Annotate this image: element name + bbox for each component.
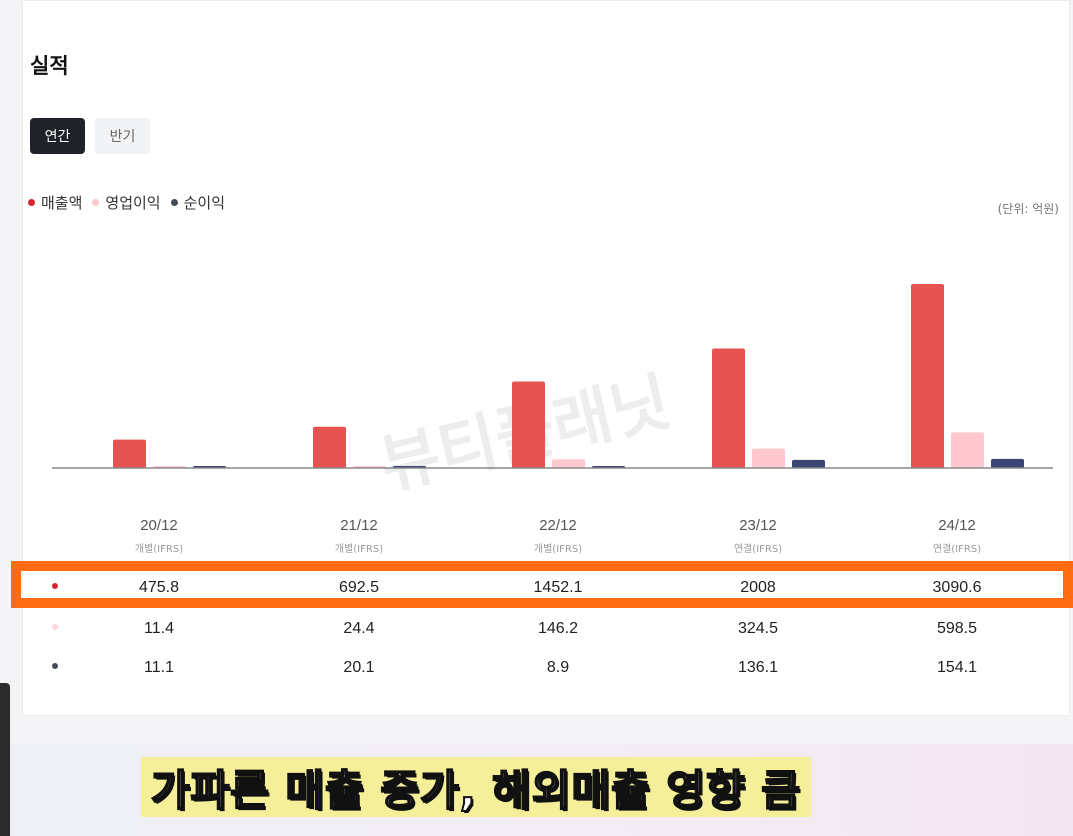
x-tick-sublabel-23-12: 연결(IFRS) bbox=[734, 543, 782, 555]
bar-revenue-21-12 bbox=[313, 426, 346, 468]
x-tick-sublabel-22-12: 개별(IFRS) bbox=[534, 543, 582, 555]
page-title: 실적 bbox=[30, 54, 69, 78]
table-cell-net-income-21-12: 20.1 bbox=[343, 659, 374, 676]
table-cell-revenue-22-12: 1452.1 bbox=[534, 579, 583, 596]
bar-revenue-24-12 bbox=[911, 284, 944, 468]
bar-net-income-23-12 bbox=[792, 459, 825, 468]
tab-half-year[interactable]: 반기 bbox=[95, 118, 150, 154]
chart-legend: 매출액 영업이익 순이익 bbox=[28, 192, 225, 213]
bar-revenue-22-12 bbox=[512, 381, 545, 468]
table-cell-operating-profit-24-12: 598.5 bbox=[937, 620, 977, 637]
table-cell-operating-profit-20-12: 11.4 bbox=[144, 620, 174, 637]
legend-item-revenue[interactable]: 매출액 bbox=[28, 192, 82, 213]
bar-operating-profit-22-12 bbox=[552, 459, 585, 468]
legend-dot-revenue bbox=[28, 199, 35, 206]
bar-net-income-24-12 bbox=[991, 458, 1024, 468]
table-cell-operating-profit-21-12: 24.4 bbox=[343, 620, 374, 637]
table-cell-revenue-20-12: 475.8 bbox=[139, 579, 179, 596]
table-row-dot-operating-profit bbox=[52, 624, 58, 630]
x-tick-label-23-12: 23/12 bbox=[739, 517, 777, 534]
unit-label: (단위: 억원) bbox=[997, 202, 1059, 216]
table-cell-net-income-20-12: 11.1 bbox=[144, 659, 174, 676]
x-tick-label-21-12: 21/12 bbox=[340, 517, 378, 534]
legend-item-net-income[interactable]: 순이익 bbox=[170, 192, 226, 213]
x-tick-sublabel-21-12: 개별(IFRS) bbox=[335, 543, 383, 555]
bar-operating-profit-23-12 bbox=[752, 448, 785, 468]
bar-revenue-23-12 bbox=[712, 348, 745, 468]
x-tick-label-22-12: 22/12 bbox=[539, 517, 577, 534]
legend-label-operating-profit: 영업이익 bbox=[105, 194, 161, 212]
table-cell-revenue-21-12: 692.5 bbox=[339, 579, 379, 596]
legend-label-revenue: 매출액 bbox=[41, 194, 83, 212]
tab-annual[interactable]: 연간 bbox=[30, 118, 85, 154]
table-cell-net-income-24-12: 154.1 bbox=[937, 659, 977, 676]
highlight-box bbox=[11, 561, 1073, 608]
table-cell-operating-profit-22-12: 146.2 bbox=[538, 620, 578, 637]
performance-bar-chart: 뷰티플래닛20/12개별(IFRS)21/12개별(IFRS)22/12개별(I… bbox=[52, 284, 1053, 676]
table-cell-net-income-23-12: 136.1 bbox=[738, 659, 778, 676]
side-scrollbar[interactable] bbox=[0, 683, 10, 836]
x-tick-sublabel-20-12: 개별(IFRS) bbox=[135, 543, 183, 555]
bar-revenue-20-12 bbox=[113, 439, 146, 468]
table-cell-revenue-24-12: 3090.6 bbox=[933, 579, 982, 596]
bar-operating-profit-24-12 bbox=[951, 432, 984, 468]
performance-panel bbox=[22, 0, 1070, 716]
table-row-dot-net-income bbox=[52, 663, 58, 669]
subtitle-caption: 가파른 매출 증가, 해외매출 영향 큼 bbox=[141, 757, 812, 817]
legend-label-net-income: 순이익 bbox=[183, 194, 226, 212]
x-tick-label-20-12: 20/12 bbox=[140, 517, 178, 534]
table-cell-net-income-22-12: 8.9 bbox=[547, 659, 569, 676]
table-row-dot-revenue bbox=[52, 583, 58, 589]
x-tick-sublabel-24-12: 연결(IFRS) bbox=[933, 543, 981, 555]
x-tick-label-24-12: 24/12 bbox=[938, 517, 976, 534]
legend-item-operating-profit[interactable]: 영업이익 bbox=[92, 192, 161, 213]
table-cell-operating-profit-23-12: 324.5 bbox=[738, 620, 778, 637]
legend-dot-operating-profit bbox=[92, 199, 100, 206]
legend-dot-net-income bbox=[170, 199, 178, 206]
table-cell-revenue-23-12: 2008 bbox=[740, 579, 776, 596]
